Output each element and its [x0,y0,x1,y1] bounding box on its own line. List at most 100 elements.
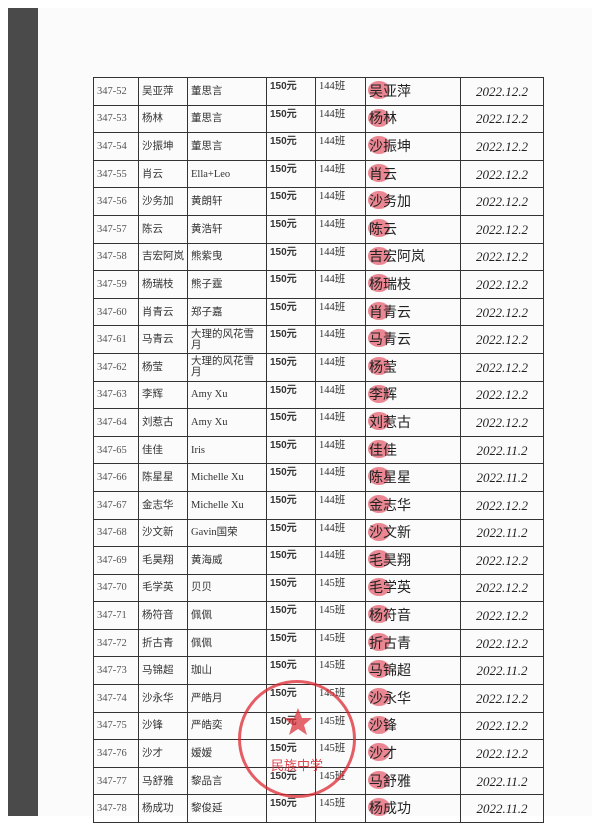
cell-date: 2022.12.2 [460,573,544,603]
table-row: 347-70 毛学英 贝贝 150元 145班 毛学英 2022.12.2 [93,573,544,603]
date-text: 2022.11.2 [476,470,528,486]
cell-id: 347-58 [93,242,139,272]
cell-amount: 150元 [266,380,316,410]
cell-id: 347-69 [93,546,139,575]
cell-class: 145班 [315,794,366,824]
cell-name: 沙锋 [138,711,188,741]
name-text: 李辉 [142,389,163,401]
fingerprint-mark [368,412,390,431]
id-text: 347-61 [97,334,127,346]
cell-date: 2022.12.2 [460,380,544,410]
cell-donor: 佩佩 [187,628,267,658]
cell-amount: 150元 [266,297,316,327]
amount-text: 150元 [270,108,297,120]
cell-name: 金志华 [138,490,188,520]
cell-name: 刘惹古 [138,408,188,437]
name-text: 毛昊翔 [142,554,174,566]
table-row: 347-69 毛昊翔 黄海威 150元 144班 毛昊翔 2022.12.2 [93,546,544,575]
cell-donor: 董思言 [187,104,267,134]
donor-text: 黄海威 [191,554,223,566]
class-text: 144班 [319,246,346,258]
cell-id: 347-59 [93,270,139,299]
cell-amount: 150元 [266,518,316,548]
cell-id: 347-54 [93,132,139,161]
cell-name: 杨瑞枝 [138,270,188,299]
date-text: 2022.12.2 [476,332,528,348]
date-text: 2022.12.2 [476,359,528,375]
cell-date: 2022.12.2 [460,711,544,741]
fingerprint-mark [368,715,390,734]
cell-date: 2022.12.2 [460,77,544,106]
table-row: 347-58 吉宏阿岚 熊紫曳 150元 144班 吉宏阿岚 2022.12.2 [93,242,544,272]
table-row: 347-67 金志华 Michelle Xu 150元 144班 金志华 2022.12.2 [93,490,544,520]
name-text: 马锦超 [142,665,174,677]
cell-id: 347-56 [93,187,139,216]
amount-text: 150元 [270,522,297,534]
cell-id: 347-71 [93,601,139,630]
class-text: 144班 [319,218,346,230]
fingerprint-mark [368,522,390,541]
donor-text: 董思言 [191,85,223,97]
cell-name: 沙才 [138,739,188,768]
cell-signature: 沙锋 [365,711,461,741]
cell-donor: 贝贝 [187,573,267,603]
id-text: 347-65 [97,444,127,456]
cell-name: 沙振坤 [138,132,188,161]
cell-date: 2022.11.2 [460,766,544,796]
name-text: 毛学英 [142,582,174,594]
table-row: 347-54 沙振坤 董思言 150元 144班 沙振坤 2022.12.2 [93,132,544,161]
table-row: 347-59 杨瑞枝 熊子霆 150元 144班 杨瑞枝 2022.12.2 [93,270,544,299]
table-row: 347-63 李辉 Amy Xu 150元 144班 李辉 2022.12.2 [93,380,544,410]
date-text: 2022.11.2 [476,801,528,817]
stamp-text: 民族中学 [270,758,323,773]
cell-name: 杨符音 [138,601,188,630]
cell-id: 347-75 [93,711,139,741]
cell-id: 347-66 [93,463,139,492]
cell-name: 吉宏阿岚 [138,242,188,272]
cell-donor: Michelle Xu [187,463,267,492]
cell-amount: 150元 [266,546,316,575]
name-text: 杨符音 [142,610,174,622]
cell-donor: 黄朗轩 [187,187,267,216]
cell-signature: 李辉 [365,380,461,410]
date-text: 2022.12.2 [476,552,528,568]
date-text: 2022.12.2 [476,194,528,210]
id-text: 347-64 [97,416,127,428]
donor-text: 董思言 [191,113,223,125]
table-body: 347-52 吴亚萍 董思言 150元 144班 吴亚萍 2022.12.2 347-53 杨林… [93,77,544,824]
cell-amount: 150元 [266,242,316,272]
fingerprint-mark [368,632,390,651]
cell-id: 347-68 [93,518,139,548]
date-text: 2022.12.2 [476,746,528,762]
fingerprint-mark [368,770,390,789]
table-row: 347-57 陈云 黄浩轩 150元 144班 陈云 2022.12.2 [93,214,544,244]
class-text: 145班 [319,632,346,644]
donor-text: 黄朗轩 [191,196,223,208]
cell-name: 沙永华 [138,684,188,713]
cell-date: 2022.12.2 [460,408,544,437]
fingerprint-mark [368,494,390,513]
signature-text: 杨莹 [369,358,397,375]
cell-signature: 陈星星 [365,463,461,492]
class-text: 144班 [319,412,346,424]
cell-donor: Iris [187,435,267,465]
signature-text: 陈星星 [369,469,411,486]
amount-text: 150元 [270,301,297,313]
donor-text: 黄浩轩 [191,223,223,235]
name-text: 杨莹 [142,361,163,373]
cell-date: 2022.11.2 [460,435,544,465]
cell-class: 144班 [315,463,366,492]
cell-class: 144班 [315,104,366,134]
date-text: 2022.12.2 [476,635,528,651]
id-text: 347-56 [97,196,127,208]
cell-date: 2022.12.2 [460,297,544,327]
cell-date: 2022.12.2 [460,159,544,189]
cell-id: 347-52 [93,77,139,106]
fingerprint-mark [368,577,390,596]
cell-donor: Michelle Xu [187,490,267,520]
amount-text: 150元 [270,660,297,672]
cell-class: 144班 [315,380,366,410]
amount-text: 150元 [270,494,297,506]
donor-text: 嫒嫒 [191,748,212,760]
cell-signature: 折古青 [365,628,461,658]
